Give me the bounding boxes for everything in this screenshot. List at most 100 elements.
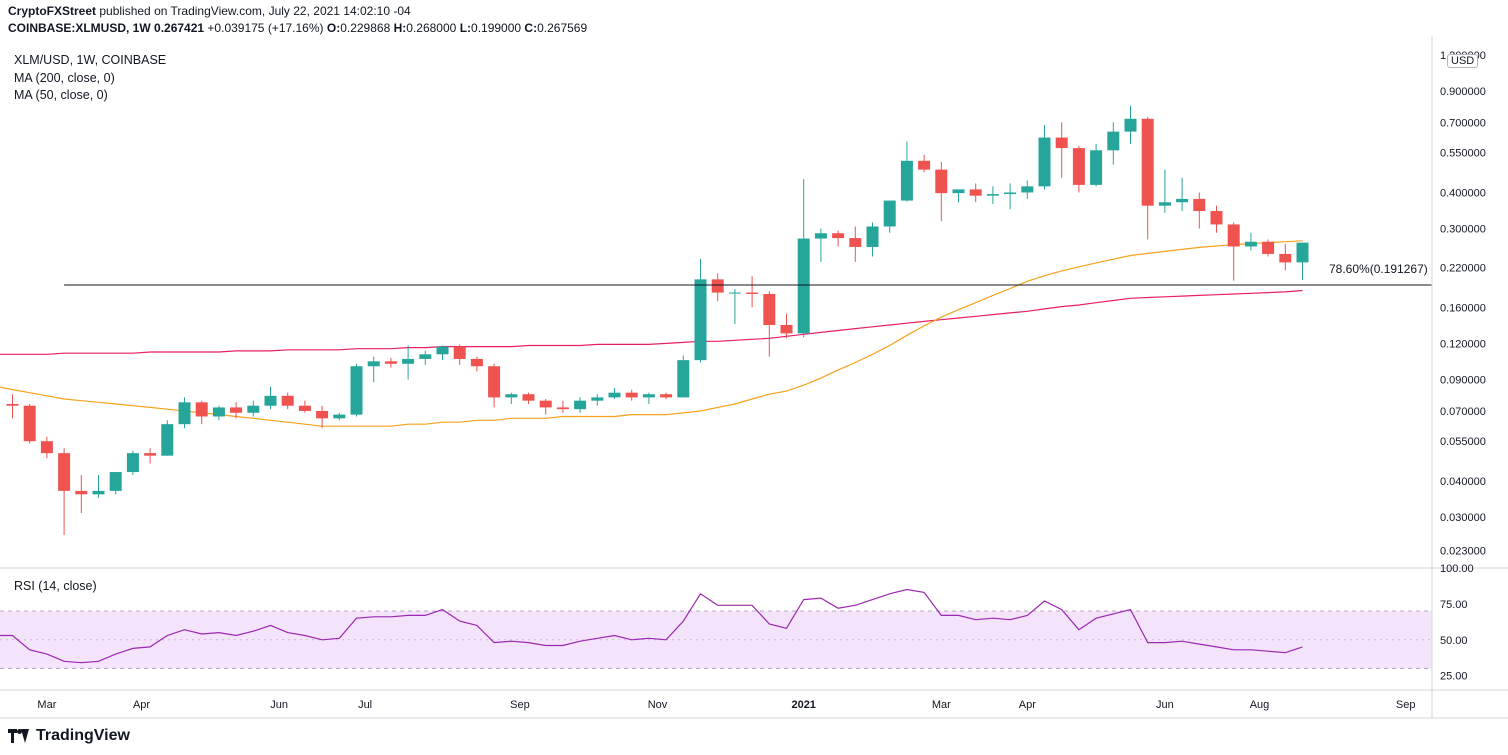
rsi-tick-label: 100.00 — [1440, 563, 1474, 575]
candle-body — [522, 394, 535, 401]
time-tick-label: Nov — [648, 699, 668, 711]
candle-down — [849, 226, 862, 262]
candle-up — [642, 392, 655, 404]
candle-up — [900, 141, 913, 202]
candle-body — [1090, 150, 1103, 185]
candle-down — [918, 154, 931, 173]
rsi-tick-label: 50.00 — [1440, 635, 1468, 647]
rsi-tick-label: 75.00 — [1440, 599, 1468, 611]
candle-body — [178, 402, 191, 425]
time-tick-label: Aug — [1250, 699, 1270, 711]
price-tick-label: 0.550000 — [1440, 148, 1486, 160]
candle-down — [384, 357, 397, 368]
candle-down — [58, 448, 71, 536]
candle-down — [935, 162, 948, 222]
candle-up — [333, 412, 346, 421]
candle-up — [814, 228, 827, 262]
legend-ma50[interactable]: MA (50, close, 0) — [14, 88, 108, 102]
price-tick-label: 0.300000 — [1440, 224, 1486, 236]
price-tick-label: 0.040000 — [1440, 476, 1486, 488]
candle-body — [591, 397, 604, 401]
price-tick-label: 0.220000 — [1440, 262, 1486, 274]
candle-body — [883, 200, 896, 227]
price-tick-label: 0.160000 — [1440, 302, 1486, 314]
rsi-panel — [0, 588, 1432, 669]
candle-down — [488, 363, 501, 408]
price-tick-label: 0.023000 — [1440, 545, 1486, 557]
candle-body — [264, 395, 277, 406]
candle-up — [1124, 105, 1137, 144]
candle-body — [918, 160, 931, 170]
candle-body — [746, 292, 759, 294]
candle-down — [746, 276, 759, 308]
candle-down — [969, 183, 982, 203]
candle-body — [23, 405, 36, 442]
candle-down — [195, 400, 208, 425]
candle-up — [986, 186, 999, 204]
candle-body — [367, 361, 380, 367]
candle-body — [1210, 211, 1223, 225]
publisher-name[interactable]: CryptoFXStreet — [8, 4, 97, 18]
price-tick-label: 0.055000 — [1440, 436, 1486, 448]
candle-body — [625, 392, 638, 398]
candle-body — [298, 405, 311, 411]
rsi-legend[interactable]: RSI (14, close) — [14, 579, 97, 593]
candle-body — [1296, 242, 1309, 263]
candle-body — [1107, 131, 1120, 151]
candle-body — [539, 400, 552, 408]
candle-body — [109, 472, 122, 491]
candle-body — [126, 453, 139, 473]
candle-up — [952, 189, 965, 203]
candle-body — [1279, 253, 1292, 263]
candle-down — [23, 403, 36, 444]
candle-up — [402, 345, 415, 380]
candle-body — [1021, 186, 1034, 193]
high-value: 0.268000 — [406, 21, 457, 35]
candle-body — [161, 424, 174, 456]
candle-body — [797, 238, 810, 334]
legend-title[interactable]: XLM/USD, 1W, COINBASE — [14, 53, 167, 67]
open-value: 0.229868 — [340, 21, 391, 35]
close-value: 0.267569 — [537, 21, 588, 35]
candle-body — [195, 402, 208, 417]
candles — [6, 105, 1309, 536]
candle-body — [58, 453, 71, 491]
candle-down — [1279, 244, 1292, 271]
time-tick-label: Mar — [932, 699, 951, 711]
candle-body — [1176, 198, 1189, 203]
candle-up — [728, 289, 741, 325]
candle-up — [161, 420, 174, 456]
candle-up — [92, 474, 105, 498]
candle-body — [1124, 118, 1137, 132]
price-tick-label: 0.700000 — [1440, 117, 1486, 129]
candle-body — [952, 189, 965, 194]
candle-body — [1004, 192, 1017, 195]
time-tick-label: 2021 — [791, 699, 815, 711]
price-tick-label: 0.090000 — [1440, 374, 1486, 386]
candle-body — [350, 366, 363, 415]
candle-body — [488, 366, 501, 398]
candle-body — [849, 238, 862, 247]
candle-body — [1072, 148, 1085, 185]
candle-up — [866, 222, 879, 257]
candle-body — [711, 279, 724, 293]
tradingview-icon — [8, 729, 30, 743]
candle-down — [144, 448, 157, 464]
legend-ma200[interactable]: MA (200, close, 0) — [14, 71, 115, 85]
candle-up — [1176, 177, 1189, 212]
candle-down — [660, 392, 673, 400]
candle-down — [6, 394, 19, 419]
published-text: published on TradingView.com, July 22, 2… — [99, 4, 411, 18]
candle-up — [677, 355, 690, 398]
candle-down — [1141, 117, 1154, 240]
candle-down — [230, 402, 243, 419]
currency-badge[interactable]: USD — [1447, 54, 1479, 68]
close-label: C: — [524, 21, 538, 35]
high-label: H: — [393, 21, 407, 35]
candle-down — [470, 356, 483, 372]
tradingview-logo[interactable]: TradingView — [8, 727, 130, 745]
candle-body — [866, 226, 879, 247]
candle-up — [797, 179, 810, 338]
candle-up — [178, 397, 191, 429]
